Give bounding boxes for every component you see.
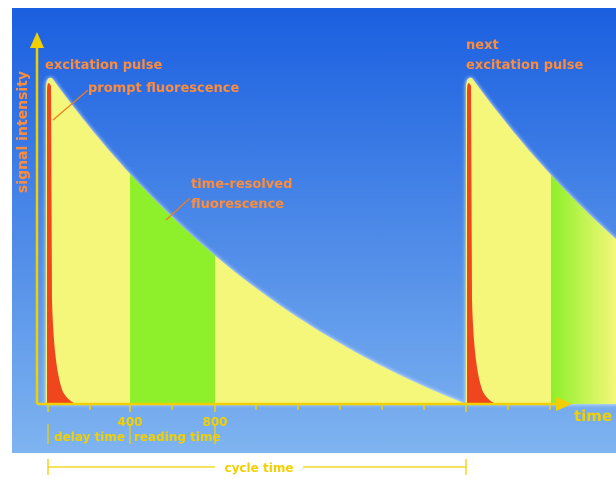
y-axis-label: signal intensity	[15, 71, 31, 193]
prompt-fluorescence-pointer	[52, 89, 89, 121]
next-label-line1: next	[466, 38, 499, 53]
time-resolved-label-line2: fluorescence	[191, 197, 284, 212]
prompt-fluorescence-peak	[47, 83, 77, 404]
cycle-time-label: cycle time	[225, 461, 294, 475]
next-label-line2: excitation pulse	[466, 58, 583, 73]
x-axis-ticks	[47, 404, 551, 412]
time-resolved-label-line1: time-resolved	[191, 177, 292, 192]
x-axis-arrow	[556, 397, 572, 411]
delay-time-label: delay time	[54, 430, 125, 444]
time-resolved-pointer	[165, 197, 191, 221]
prompt-fluorescence-label: prompt fluorescence	[88, 81, 240, 96]
y-axis-arrow	[30, 32, 44, 48]
tick-label-400: 400	[117, 415, 142, 429]
tick-label-800: 800	[202, 415, 227, 429]
excitation-pulse-label: excitation pulse	[45, 58, 162, 73]
x-axis-label: time µs	[574, 407, 616, 425]
axes	[30, 32, 572, 412]
time-brackets	[47, 424, 467, 475]
reading-time-label: reading time	[134, 430, 221, 444]
next-prompt-fluorescence-peak	[467, 83, 497, 404]
